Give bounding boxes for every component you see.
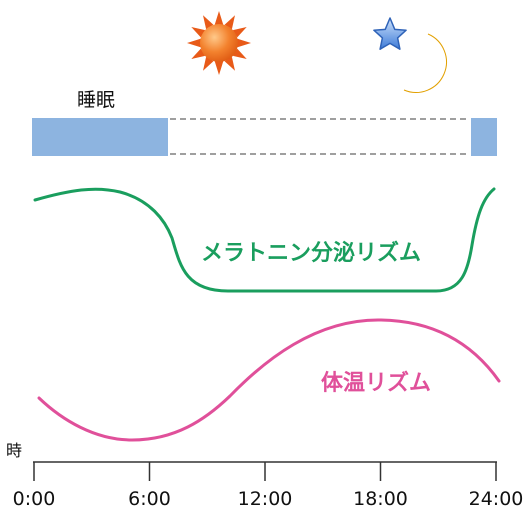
- time-tick-label: 18:00: [353, 488, 408, 510]
- sleep-bar-night-end: [471, 118, 497, 156]
- sun-ray: [237, 38, 251, 48]
- melatonin-curve: [33, 187, 496, 293]
- time-tick-label: 0:00: [13, 488, 56, 510]
- sun-ray: [191, 27, 206, 38]
- crescent-moon-icon: [403, 33, 447, 93]
- hour-axis-label: 時: [6, 441, 22, 460]
- temperature-curve: [37, 318, 501, 442]
- sun-ray: [224, 56, 235, 71]
- sun-ray: [224, 15, 235, 30]
- temperature-label: 体温リズム: [321, 370, 431, 396]
- sun-ray: [203, 15, 214, 30]
- sleep-bar-night-start: [32, 118, 168, 156]
- sleep-label: 睡眠: [77, 89, 115, 111]
- melatonin-label: メラトニン分泌リズム: [201, 240, 421, 266]
- sun-ray: [232, 48, 247, 59]
- time-tick-label: 6:00: [128, 488, 171, 510]
- time-tick-label: 24:00: [469, 488, 524, 510]
- sun-ray: [232, 27, 247, 38]
- time-axis-tick-labels: 0:00 6:00 12:00 18:00 24:00: [13, 488, 524, 510]
- sun-ray: [214, 11, 224, 25]
- sun-ray: [214, 61, 224, 75]
- sun-ray: [203, 56, 214, 71]
- sun-ray: [187, 38, 201, 48]
- star-icon: [373, 17, 407, 50]
- time-axis-ticks: [33, 462, 497, 481]
- sun-ray: [191, 48, 206, 59]
- sun-icon: [187, 11, 251, 75]
- time-tick-label: 12:00: [238, 488, 293, 510]
